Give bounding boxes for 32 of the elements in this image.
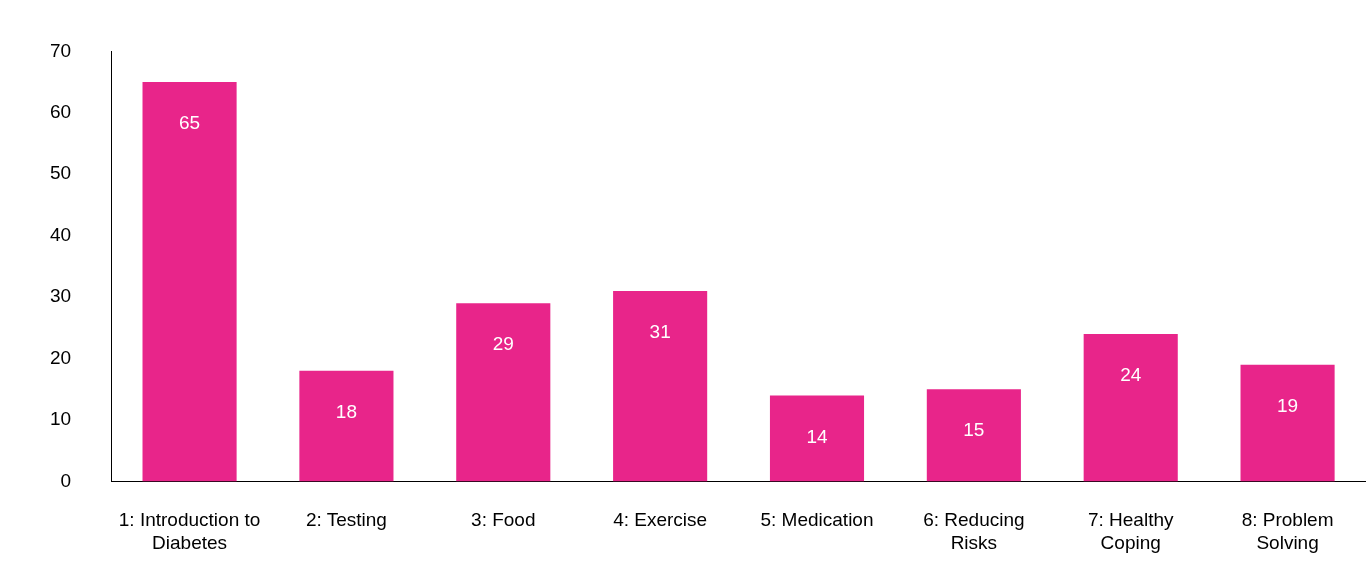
bar <box>769 395 865 482</box>
data-label: 29 <box>492 333 514 355</box>
data-label: 24 <box>1120 364 1142 386</box>
x-tick-label: 5: Medication <box>760 509 874 531</box>
y-tick-label: 0 <box>60 469 72 491</box>
data-label: 19 <box>1277 394 1299 416</box>
bar <box>142 82 237 482</box>
y-tick-label: 70 <box>49 39 72 61</box>
x-tick-label: 8: Problem Solving <box>1241 509 1334 553</box>
y-tick-label: 30 <box>49 285 72 307</box>
bar <box>456 303 551 482</box>
bar <box>926 389 1021 482</box>
x-tick-label: 4: Exercise <box>613 509 708 531</box>
data-label: 18 <box>335 401 357 423</box>
y-tick-label: 10 <box>49 408 72 430</box>
x-tick-label: 1: Introduction to Diabetes <box>118 509 261 553</box>
x-tick-label: 6: Reducing Risks <box>923 509 1025 553</box>
data-label: 15 <box>963 419 985 441</box>
x-tick-label: 7: Healthy Coping <box>1087 509 1174 553</box>
y-tick-label: 20 <box>49 346 72 368</box>
data-label: 65 <box>178 112 201 134</box>
bar <box>1240 364 1335 482</box>
x-tick-label: 2: Testing <box>305 509 387 531</box>
bar <box>299 370 394 482</box>
x-tick-label: 3: Food <box>471 509 536 531</box>
y-tick-label: 50 <box>49 162 72 184</box>
y-tick-label: 60 <box>49 101 72 123</box>
bar <box>1083 333 1178 482</box>
data-label: 14 <box>806 425 828 447</box>
y-tick-label: 40 <box>49 223 72 245</box>
bar <box>613 290 708 482</box>
data-label: 31 <box>649 321 671 343</box>
